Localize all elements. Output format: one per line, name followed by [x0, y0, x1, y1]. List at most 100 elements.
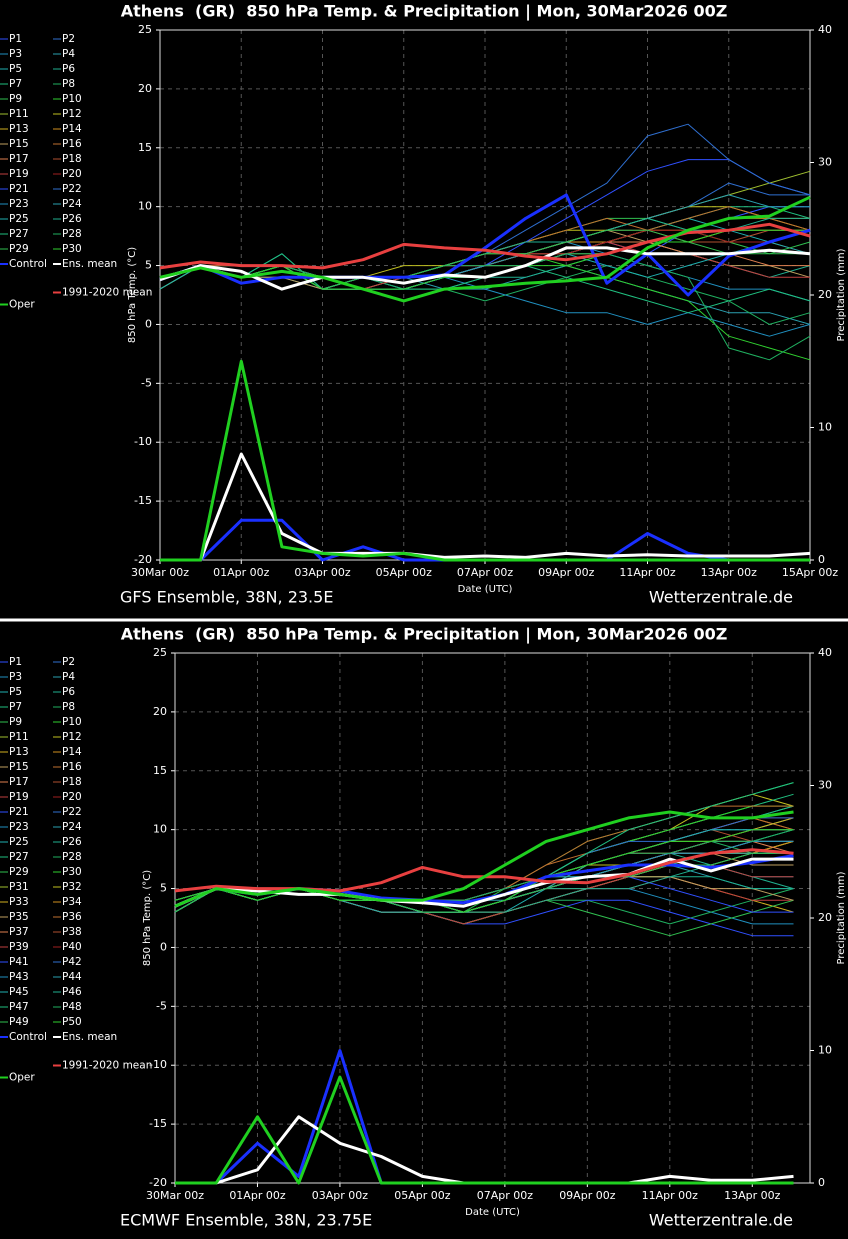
legend-item: P36: [53, 911, 82, 923]
legend-item: P14: [53, 746, 82, 758]
legend-item: P43: [0, 971, 29, 983]
y-tick-label: 5: [145, 259, 152, 272]
legend-label: Ens. mean: [62, 258, 117, 270]
legend-label: P28: [62, 228, 82, 240]
legend-label: P48: [62, 1001, 82, 1013]
legend-item: P11: [0, 731, 29, 743]
legend-label: P25: [9, 213, 29, 225]
legend-label: P6: [62, 686, 75, 698]
x-tick-label: 13Apr 00z: [701, 566, 758, 579]
legend-label: P21: [9, 806, 29, 818]
y-tick-label: 0: [160, 940, 167, 953]
legend-item: P18: [53, 153, 82, 165]
legend-item: P6: [53, 686, 75, 698]
temp-line: [174, 805, 794, 913]
legend-label: P2: [62, 33, 75, 45]
precip-line: [175, 1075, 794, 1185]
y2-tick-label: 20: [818, 911, 832, 924]
x-axis-label: Date (UTC): [465, 1207, 520, 1218]
legend-label: P22: [62, 806, 82, 818]
legend-item: P25: [0, 213, 29, 225]
y-tick-label: -5: [156, 999, 167, 1012]
legend-label: P20: [62, 791, 82, 803]
legend-label: P19: [9, 791, 29, 803]
legend-item: P42: [53, 956, 82, 968]
legend-item: P28: [53, 851, 82, 863]
y2-tick-label: 0: [818, 1176, 825, 1189]
legend-item: P1: [0, 656, 22, 668]
legend-item: P19: [0, 791, 29, 803]
legend-label: P23: [9, 198, 29, 210]
x-tick-label: 01Apr 00z: [229, 1189, 286, 1202]
legend-label: P43: [9, 971, 29, 983]
y-tick-label: 20: [153, 705, 167, 718]
legend-item: P28: [53, 228, 82, 240]
legend-label: P12: [62, 731, 82, 743]
legend-item: P15: [0, 761, 29, 773]
legend-item: P11: [0, 108, 29, 120]
legend-label: P17: [9, 776, 29, 788]
temp-line: [159, 246, 811, 291]
legend-item: P46: [53, 986, 82, 998]
legend-item: P39: [0, 941, 29, 953]
legend-item: P29: [0, 866, 29, 878]
legend-item: 1991-2020 mean: [53, 287, 152, 299]
legend-item: P22: [53, 183, 82, 195]
legend-label: P44: [62, 971, 82, 983]
x-tick-label: 30Mar 00z: [131, 566, 189, 579]
legend-item: P21: [0, 806, 29, 818]
legend-label: Oper: [9, 1072, 35, 1084]
legend-label: P33: [9, 896, 29, 908]
legend-label: P32: [62, 881, 82, 893]
legend-label: P23: [9, 821, 29, 833]
legend-label: P3: [9, 671, 22, 683]
legend-label: P9: [9, 93, 22, 105]
legend-label: Control: [9, 1031, 47, 1043]
source: Wetterzentrale.de: [649, 1211, 793, 1230]
legend-label: P21: [9, 183, 29, 195]
legend-label: P12: [62, 108, 82, 120]
legend-item: P41: [0, 956, 29, 968]
legend-item: P47: [0, 1001, 29, 1013]
legend-item: P1: [0, 33, 22, 45]
legend-label: Ens. mean: [62, 1031, 117, 1043]
legend-item: P13: [0, 746, 29, 758]
temp-line: [174, 864, 794, 901]
legend-item: P3: [0, 48, 22, 60]
legend-label: P7: [9, 78, 22, 90]
legend-item: P38: [53, 926, 82, 938]
x-tick-label: 07Apr 00z: [477, 1189, 534, 1202]
legend-item: P32: [53, 881, 82, 893]
legend-item: P6: [53, 63, 75, 75]
legend-label: 1991-2020 mean: [62, 1060, 152, 1072]
legend-label: P30: [62, 243, 82, 255]
y-tick-label: 10: [153, 823, 167, 836]
plot-frame: [174, 652, 811, 1184]
legend-label: P45: [9, 986, 29, 998]
x-tick-label: 30Mar 00z: [146, 1189, 204, 1202]
legend-item: P34: [53, 896, 82, 908]
legend-label: P8: [62, 78, 75, 90]
legend-item: P2: [53, 33, 75, 45]
legend-item: P16: [53, 761, 82, 773]
x-axis-label: Date (UTC): [458, 584, 513, 595]
legend-label: P20: [62, 168, 82, 180]
legend-item: P10: [53, 716, 82, 728]
legend-label: P29: [9, 866, 29, 878]
legend-label: P7: [9, 701, 22, 713]
legend-label: P2: [62, 656, 75, 668]
legend-item: P17: [0, 776, 29, 788]
x-tick-label: 05Apr 00z: [376, 566, 433, 579]
legend-label: P47: [9, 1001, 29, 1013]
legend-item: P2: [53, 656, 75, 668]
legend-label: P11: [9, 731, 29, 743]
legend-label: 1991-2020 mean: [62, 287, 152, 299]
legend-label: P14: [62, 123, 82, 135]
legend-label: P18: [62, 153, 82, 165]
legend-label: P16: [62, 761, 82, 773]
y2-axis-label: Precipitation (mm): [836, 248, 847, 341]
legend-label: P26: [62, 836, 82, 848]
legend-item: P7: [0, 701, 22, 713]
legend-label: P34: [62, 896, 82, 908]
